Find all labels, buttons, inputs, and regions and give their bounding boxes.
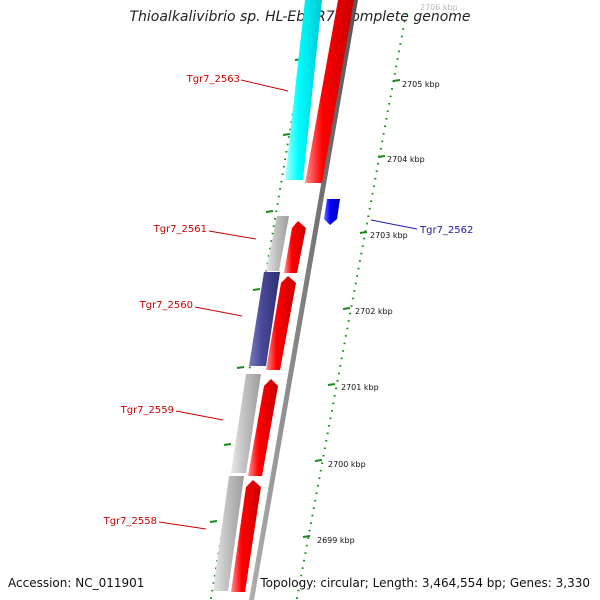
gene-label-tgr7-2561[interactable]: Tgr7_2561 [153, 224, 207, 235]
major-tick [377, 155, 386, 158]
genome-title: Thioalkalivibrio sp. HL-EbGR7, complete … [129, 9, 471, 25]
major-tick [392, 79, 401, 82]
feature-gray-tgr7-2558[interactable] [213, 476, 244, 591]
feature-navy-tgr7-2560[interactable] [249, 272, 280, 366]
leader-line [370, 219, 418, 230]
gene-label-tgr7-2563[interactable]: Tgr7_2563 [186, 74, 240, 85]
major-tick [302, 535, 311, 538]
major-tick [327, 383, 336, 386]
feature-gray-tgr7-2561[interactable] [266, 216, 289, 271]
gene-label-tgr7-2559[interactable]: Tgr7_2559 [120, 405, 174, 416]
tick-label: 2699 kbp [317, 536, 355, 545]
tick-label: 2706 kbp [420, 3, 458, 12]
accession-label: Accession: NC_011901 [8, 576, 145, 590]
tick-label: 2703 kbp [370, 231, 408, 240]
major-tick [342, 307, 351, 310]
major-tick [223, 443, 232, 446]
tick-label: 2700 kbp [328, 460, 366, 469]
major-tick [265, 210, 274, 213]
topology-label: Topology: circular; Length: 3,464,554 bp… [260, 576, 590, 590]
cds-arrow-tgr7-2558[interactable] [231, 480, 261, 592]
leader-line [175, 410, 224, 421]
cds-arrow-tgr7-2561[interactable] [284, 221, 306, 273]
gene-label-tgr7-2558[interactable]: Tgr7_2558 [103, 516, 157, 527]
tick-label: 2705 kbp [402, 80, 440, 89]
cds-arrow-tgr7-2560[interactable] [266, 276, 296, 370]
leader-line [194, 306, 243, 317]
cds-arrow-tgr7-2559[interactable] [248, 379, 278, 476]
major-tick [209, 520, 218, 523]
cds-track [231, 0, 354, 592]
tick-label: 2704 kbp [387, 155, 425, 164]
feature-gray-tgr7-2559[interactable] [231, 374, 261, 473]
feature-cyan-tgr7-2563[interactable] [285, 0, 322, 180]
gene-label-tgr7-2562[interactable]: Tgr7_2562 [419, 225, 473, 236]
major-tick [282, 133, 291, 136]
leader-line [158, 521, 207, 530]
tick-label: 2702 kbp [355, 307, 393, 316]
leader-line [240, 79, 289, 92]
major-tick [252, 288, 261, 291]
cds-arrow-tgr7-2563[interactable] [305, 0, 354, 183]
genome-backbone [249, 0, 358, 600]
major-tick [236, 366, 245, 369]
tick-label: 2701 kbp [341, 383, 379, 392]
major-tick [314, 459, 323, 462]
gene-label-tgr7-2560[interactable]: Tgr7_2560 [139, 300, 193, 311]
leader-line [208, 230, 257, 240]
tick-dots-outer [296, 13, 407, 599]
major-tick [359, 231, 368, 234]
feature-blue-tgr7-2562[interactable] [324, 199, 340, 225]
